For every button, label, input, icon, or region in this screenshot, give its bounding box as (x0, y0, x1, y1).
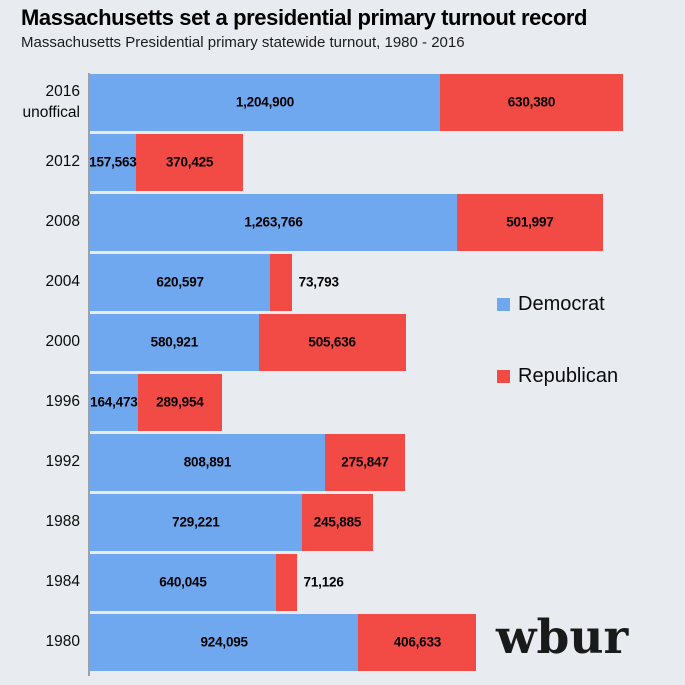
republican-bar-segment (324, 434, 406, 491)
republican-value-label: 289,954 (156, 394, 204, 410)
legend-label-democrat: Democrat (518, 293, 605, 315)
year-label-line: 2004 (45, 273, 80, 291)
republican-bar-segment (439, 74, 623, 131)
chart-row-2000: 2000 580,921 505,636 (46, 314, 623, 374)
year-label: 2012 (0, 134, 80, 191)
republican-bar-segment (275, 554, 297, 611)
republican-value-label: 275,847 (341, 454, 389, 470)
year-label-line: 2012 (45, 153, 80, 171)
republican-bar-segment (270, 254, 292, 311)
legend: Democrat Republican (497, 293, 667, 403)
democrat-value-label: 620,597 (156, 274, 204, 290)
year-label: 1992 (0, 434, 80, 491)
legend-item-democrat: Democrat (497, 293, 605, 316)
democrat-value-label: 924,095 (200, 634, 248, 650)
republican-value-label: 406,633 (393, 634, 442, 650)
republican-bar-segment (457, 194, 603, 251)
chart-subtitle: Massachusetts Presidential primary state… (21, 34, 465, 51)
year-label: 2000 (0, 314, 80, 371)
republican-bar-segment (137, 374, 222, 431)
democrat-value-label: 164,473 (90, 394, 138, 410)
democrat-bar-segment (90, 554, 276, 611)
democrat-value-label: 157,563 (89, 154, 137, 170)
year-label-line: 1996 (45, 393, 80, 411)
republican-bar-segment (301, 494, 374, 551)
democrat-bar-segment (90, 434, 325, 491)
year-label-line: 1984 (45, 573, 80, 591)
chart-title: Massachusetts set a presidential primary… (21, 5, 588, 30)
chart-row-1988: 1988 729,221 245,885 (46, 494, 623, 554)
democrat-value-label: 580,921 (150, 334, 199, 350)
democrat-bar-segment (90, 314, 259, 371)
year-label: 2008 (0, 194, 80, 251)
year-label: 1984 (0, 554, 80, 611)
chart-row-1996: 1996 164,473 289,954 (46, 374, 623, 434)
republican-bar-segment (135, 134, 244, 191)
democrat-value-label: 808,891 (183, 454, 232, 470)
democrat-bar-segment (90, 614, 359, 671)
republican-swatch-icon (497, 370, 510, 383)
democrat-bar-segment (90, 254, 271, 311)
year-label: 1996 (0, 374, 80, 431)
y-axis-line (88, 73, 90, 676)
chart-row-1992: 1992 808,891 275,847 (46, 434, 623, 494)
republican-value-label: 501,997 (506, 214, 554, 230)
republican-value-label: 370,425 (165, 154, 214, 170)
democrat-bar-segment (90, 194, 458, 251)
democrat-bar-segment (90, 374, 138, 431)
year-label-line: 1992 (45, 453, 80, 471)
democrat-bar-segment (90, 74, 440, 131)
legend-label-republican: Republican (518, 365, 619, 387)
republican-bar-segment (258, 314, 406, 371)
democrat-value-label: 1,263,766 (244, 214, 303, 230)
chart-row-2012: 2012 157,563 370,425 (46, 134, 623, 194)
stacked-bar-plot: 2016 unoffical 1,204,900 630,380 2012 157,563… (23, 74, 623, 674)
year-label: 1980 (0, 614, 80, 671)
year-label-line: 1980 (45, 633, 80, 651)
chart-row-2004: 2004 620,597 73,793 (46, 254, 623, 314)
chart-row-2016: 2016 unoffical 1,204,900 630,380 (23, 74, 623, 134)
democrat-value-label: 640,045 (159, 574, 207, 590)
republican-value-label: 71,126 (303, 574, 344, 590)
republican-value-label: 630,380 (507, 94, 556, 110)
democrat-bar-segment (90, 494, 302, 551)
democrat-swatch-icon (497, 298, 510, 311)
year-label-line: 2016 (45, 83, 80, 101)
year-sublabel-line: unoffical (22, 103, 80, 121)
year-label: 2004 (0, 254, 80, 311)
republican-value-label: 245,885 (313, 514, 362, 530)
year-label: 2016 unoffical (0, 74, 80, 131)
republican-value-label: 505,636 (308, 334, 356, 350)
chart-row-1980: 1980 924,095 406,633 (46, 614, 623, 674)
legend-item-republican: Republican (497, 365, 618, 388)
democrat-value-label: 729,221 (172, 514, 220, 530)
democrat-bar-segment (90, 134, 136, 191)
republican-value-label: 73,793 (298, 274, 339, 290)
year-label-line: 2008 (45, 213, 80, 231)
year-label: 1988 (0, 494, 80, 551)
year-label-line: 1988 (45, 513, 80, 531)
democrat-value-label: 1,204,900 (235, 94, 295, 110)
wbur-logo: wbur (496, 610, 629, 665)
chart-row-2008: 2008 1,263,766 501,997 (46, 194, 623, 254)
year-label-line: 2000 (45, 333, 80, 351)
chart-row-1984: 1984 640,045 71,126 (46, 554, 623, 614)
republican-bar-segment (358, 614, 477, 671)
